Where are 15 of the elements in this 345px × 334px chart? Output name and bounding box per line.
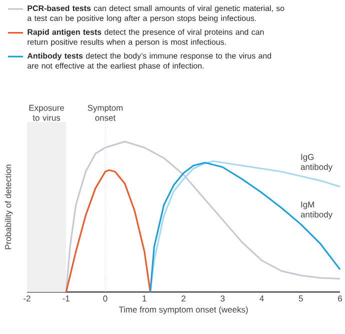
band-label: Exposure to virus	[29, 104, 64, 121]
x-tick-label: 1	[142, 296, 146, 302]
x-tick-label: -2	[24, 296, 30, 302]
x-tick-label: 3	[220, 296, 225, 302]
annotation: IgM antibody	[300, 202, 333, 220]
x-tick-label: 5	[298, 296, 303, 302]
ref-line-label: Symptom onset	[88, 104, 123, 121]
y-axis-title: Probability of detection	[4, 164, 13, 250]
x-axis-title: Time from symptom onset (weeks)	[118, 306, 248, 314]
x-tick-label: 4	[260, 296, 264, 302]
x-tick-label: 2	[182, 296, 186, 302]
x-tick-label: 0	[103, 296, 108, 302]
x-tick-label: 6	[338, 296, 342, 302]
annotation: IgG antibody	[300, 154, 333, 172]
x-tick-label: -1	[62, 296, 70, 302]
